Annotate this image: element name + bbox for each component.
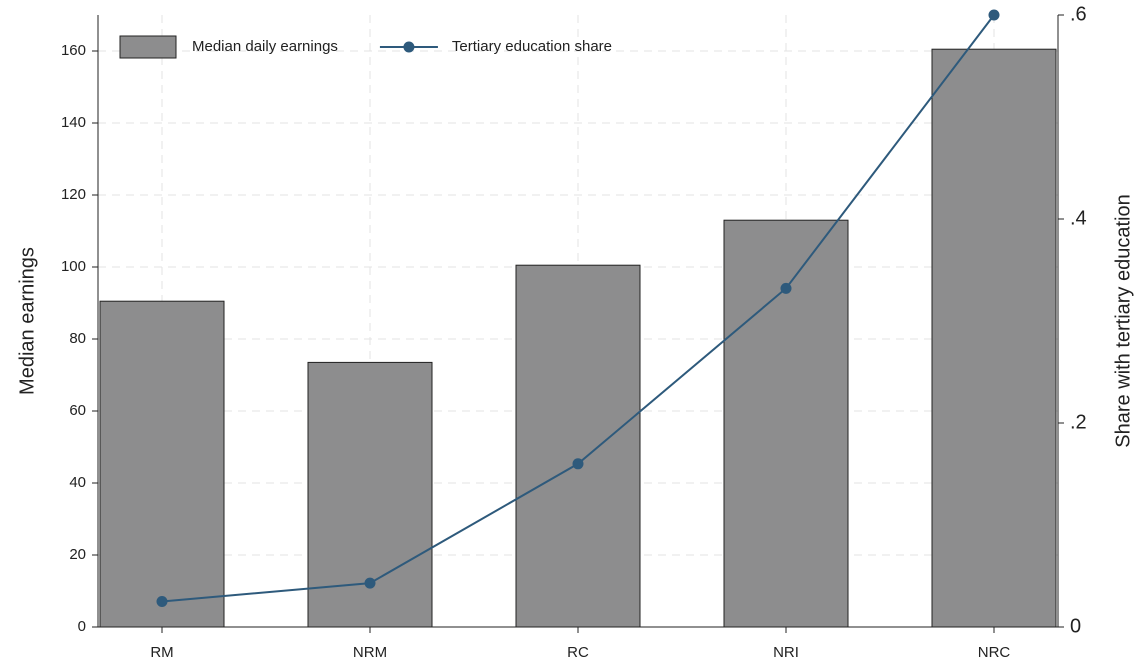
point [572,458,584,470]
y-tick-label: 100 [61,258,86,275]
legend-label: Tertiary education share [452,38,612,55]
y-tick-label: 140 [61,114,86,131]
x-tick-label: NRC [978,644,1011,661]
legend-label: Median daily earnings [192,38,338,55]
point [988,9,1000,21]
bar [723,219,849,628]
legend-swatch [119,35,177,59]
y2-axis-label: Share with tertiary education [1112,194,1134,447]
bar [931,48,1057,628]
x-tick-label: RC [567,644,589,661]
y2-tick-label: .6 [1070,3,1087,25]
y-tick-label: 40 [69,474,86,491]
x-tick-label: NRM [353,644,387,661]
y-tick-label: 20 [69,546,86,563]
y2-tick-label: .4 [1070,207,1087,229]
y-axis-label: Median earnings [16,247,38,395]
legend-swatch-point [403,41,415,53]
y2-tick-label: 0 [1070,615,1081,637]
y-tick-label: 60 [69,402,86,419]
y-tick-label: 80 [69,330,86,347]
x-tick-label: RM [150,644,173,661]
y2-tick-label: .2 [1070,411,1087,433]
point [364,577,376,589]
y-tick-label: 0 [78,618,86,635]
x-tick-label: NRI [773,644,799,661]
point [156,596,168,607]
bar [99,300,225,628]
y-tick-label: 120 [61,186,86,203]
bar [515,264,641,628]
point [780,282,792,294]
y-tick-label: 160 [61,42,86,59]
